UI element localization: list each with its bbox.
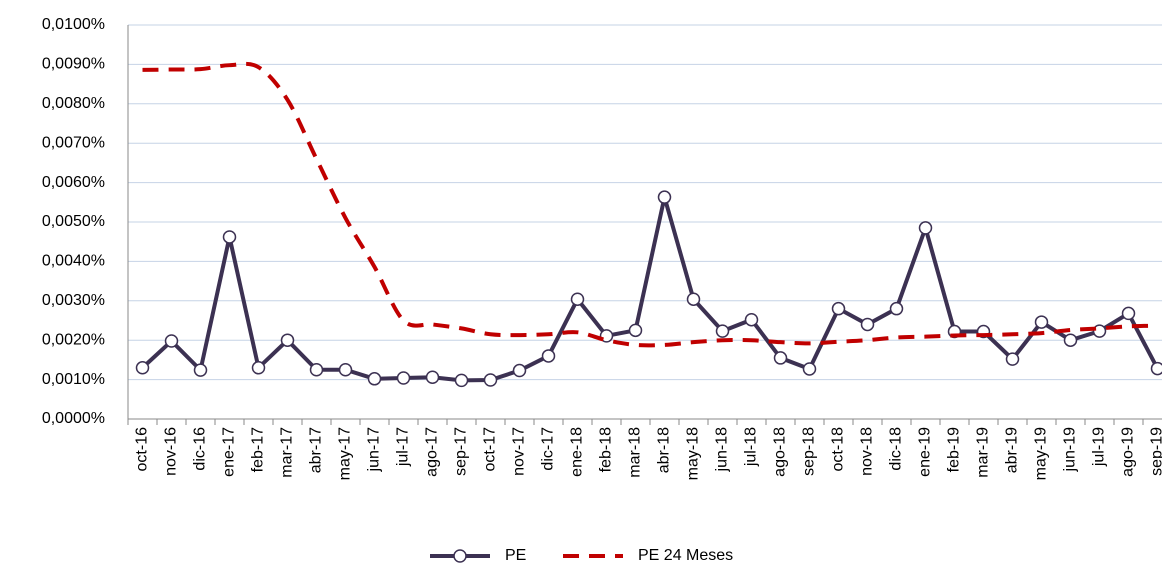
legend-label: PE 24 Meses: [638, 547, 733, 564]
y-tick-label: 0,0000%: [42, 410, 105, 427]
x-tick-label: ene-17: [221, 427, 238, 477]
legend-label: PE: [505, 547, 526, 564]
x-tick-label: sep-18: [801, 427, 818, 476]
marker: [338, 363, 353, 377]
marker: [1092, 324, 1107, 338]
marker: [541, 349, 556, 363]
series-line: [142, 61, 1158, 348]
x-tick-label: jun-17: [366, 427, 383, 473]
x-tick-label: oct-16: [134, 427, 151, 472]
y-tick-label: 0,0100%: [42, 16, 105, 33]
marker: [280, 333, 295, 347]
marker: [628, 323, 643, 338]
marker: [396, 371, 411, 385]
x-tick-label: mar-18: [627, 427, 644, 478]
x-tick-label: may-19: [1033, 427, 1050, 480]
marker: [1005, 352, 1020, 366]
marker: [686, 292, 701, 306]
y-tick-label: 0,0040%: [42, 253, 105, 270]
marker: [744, 312, 759, 327]
y-tick-label: 0,0050%: [42, 213, 105, 230]
x-tick-label: jun-18: [714, 427, 731, 473]
x-tick-label: ene-18: [569, 427, 586, 477]
marker: [1034, 315, 1049, 329]
marker: [251, 361, 266, 375]
x-tick-label: mar-17: [279, 427, 296, 478]
x-tick-label: dic-16: [192, 427, 209, 471]
x-tick-label: may-17: [337, 427, 354, 480]
y-tick-label: 0,0030%: [42, 292, 105, 309]
marker: [512, 363, 527, 378]
y-tick-label: 0,0070%: [42, 134, 105, 151]
marker: [222, 230, 237, 244]
x-tick-label: nov-17: [511, 427, 528, 476]
marker: [773, 351, 788, 365]
marker: [1063, 333, 1078, 347]
x-tick-label: ago-19: [1120, 427, 1137, 477]
x-tick-label: feb-19: [946, 427, 963, 472]
marker: [860, 317, 875, 332]
series-line: [141, 196, 1160, 383]
x-tick-label: dic-18: [888, 427, 905, 471]
x-tick-label: ago-18: [772, 427, 789, 477]
x-tick-label: jul-18: [743, 427, 760, 467]
x-tick-label: oct-18: [830, 427, 847, 472]
y-tick-label: 0,0060%: [42, 174, 105, 191]
x-tick-label: ene-19: [917, 427, 934, 477]
x-tick-label: may-18: [685, 427, 702, 480]
marker: [889, 301, 904, 316]
x-tick-label: feb-17: [250, 427, 267, 472]
x-tick-label: abr-17: [308, 427, 325, 473]
x-tick-label: abr-19: [1004, 427, 1021, 473]
marker: [831, 301, 846, 316]
marker: [483, 373, 498, 387]
plot: [135, 61, 1162, 388]
marker: [193, 363, 208, 377]
x-tick-label: feb-18: [598, 427, 615, 472]
x-tick-label: ago-17: [424, 427, 441, 477]
marker: [1121, 306, 1136, 321]
marker: [135, 361, 150, 375]
y-tick-label: 0,0080%: [42, 95, 105, 112]
y-tick-label: 0,0020%: [42, 331, 105, 348]
x-tick-label: jul-19: [1091, 427, 1108, 467]
marker: [715, 324, 730, 338]
marker: [802, 362, 817, 376]
marker: [1150, 361, 1162, 376]
marker: [918, 221, 933, 235]
x-tick-label: mar-19: [975, 427, 992, 478]
x-tick-label: nov-16: [163, 427, 180, 476]
x-tick-label: jul-17: [395, 427, 412, 467]
y-tick-label: 0,0010%: [42, 371, 105, 388]
legend-marker: [453, 549, 467, 563]
x-tick-label: oct-17: [482, 427, 499, 472]
x-tick-label: sep-17: [453, 427, 470, 476]
x-tick-label: nov-18: [859, 427, 876, 476]
marker: [570, 292, 585, 306]
marker: [367, 372, 382, 386]
marker: [164, 334, 179, 348]
x-tick-label: sep-19: [1149, 427, 1162, 476]
marker: [657, 190, 672, 204]
marker: [425, 370, 440, 384]
x-tick-label: dic-17: [540, 427, 557, 471]
marker: [454, 373, 469, 388]
y-tick-label: 0,0090%: [42, 56, 105, 73]
marker: [309, 363, 324, 377]
x-tick-label: jun-19: [1062, 427, 1079, 473]
x-tick-label: abr-18: [656, 427, 673, 473]
